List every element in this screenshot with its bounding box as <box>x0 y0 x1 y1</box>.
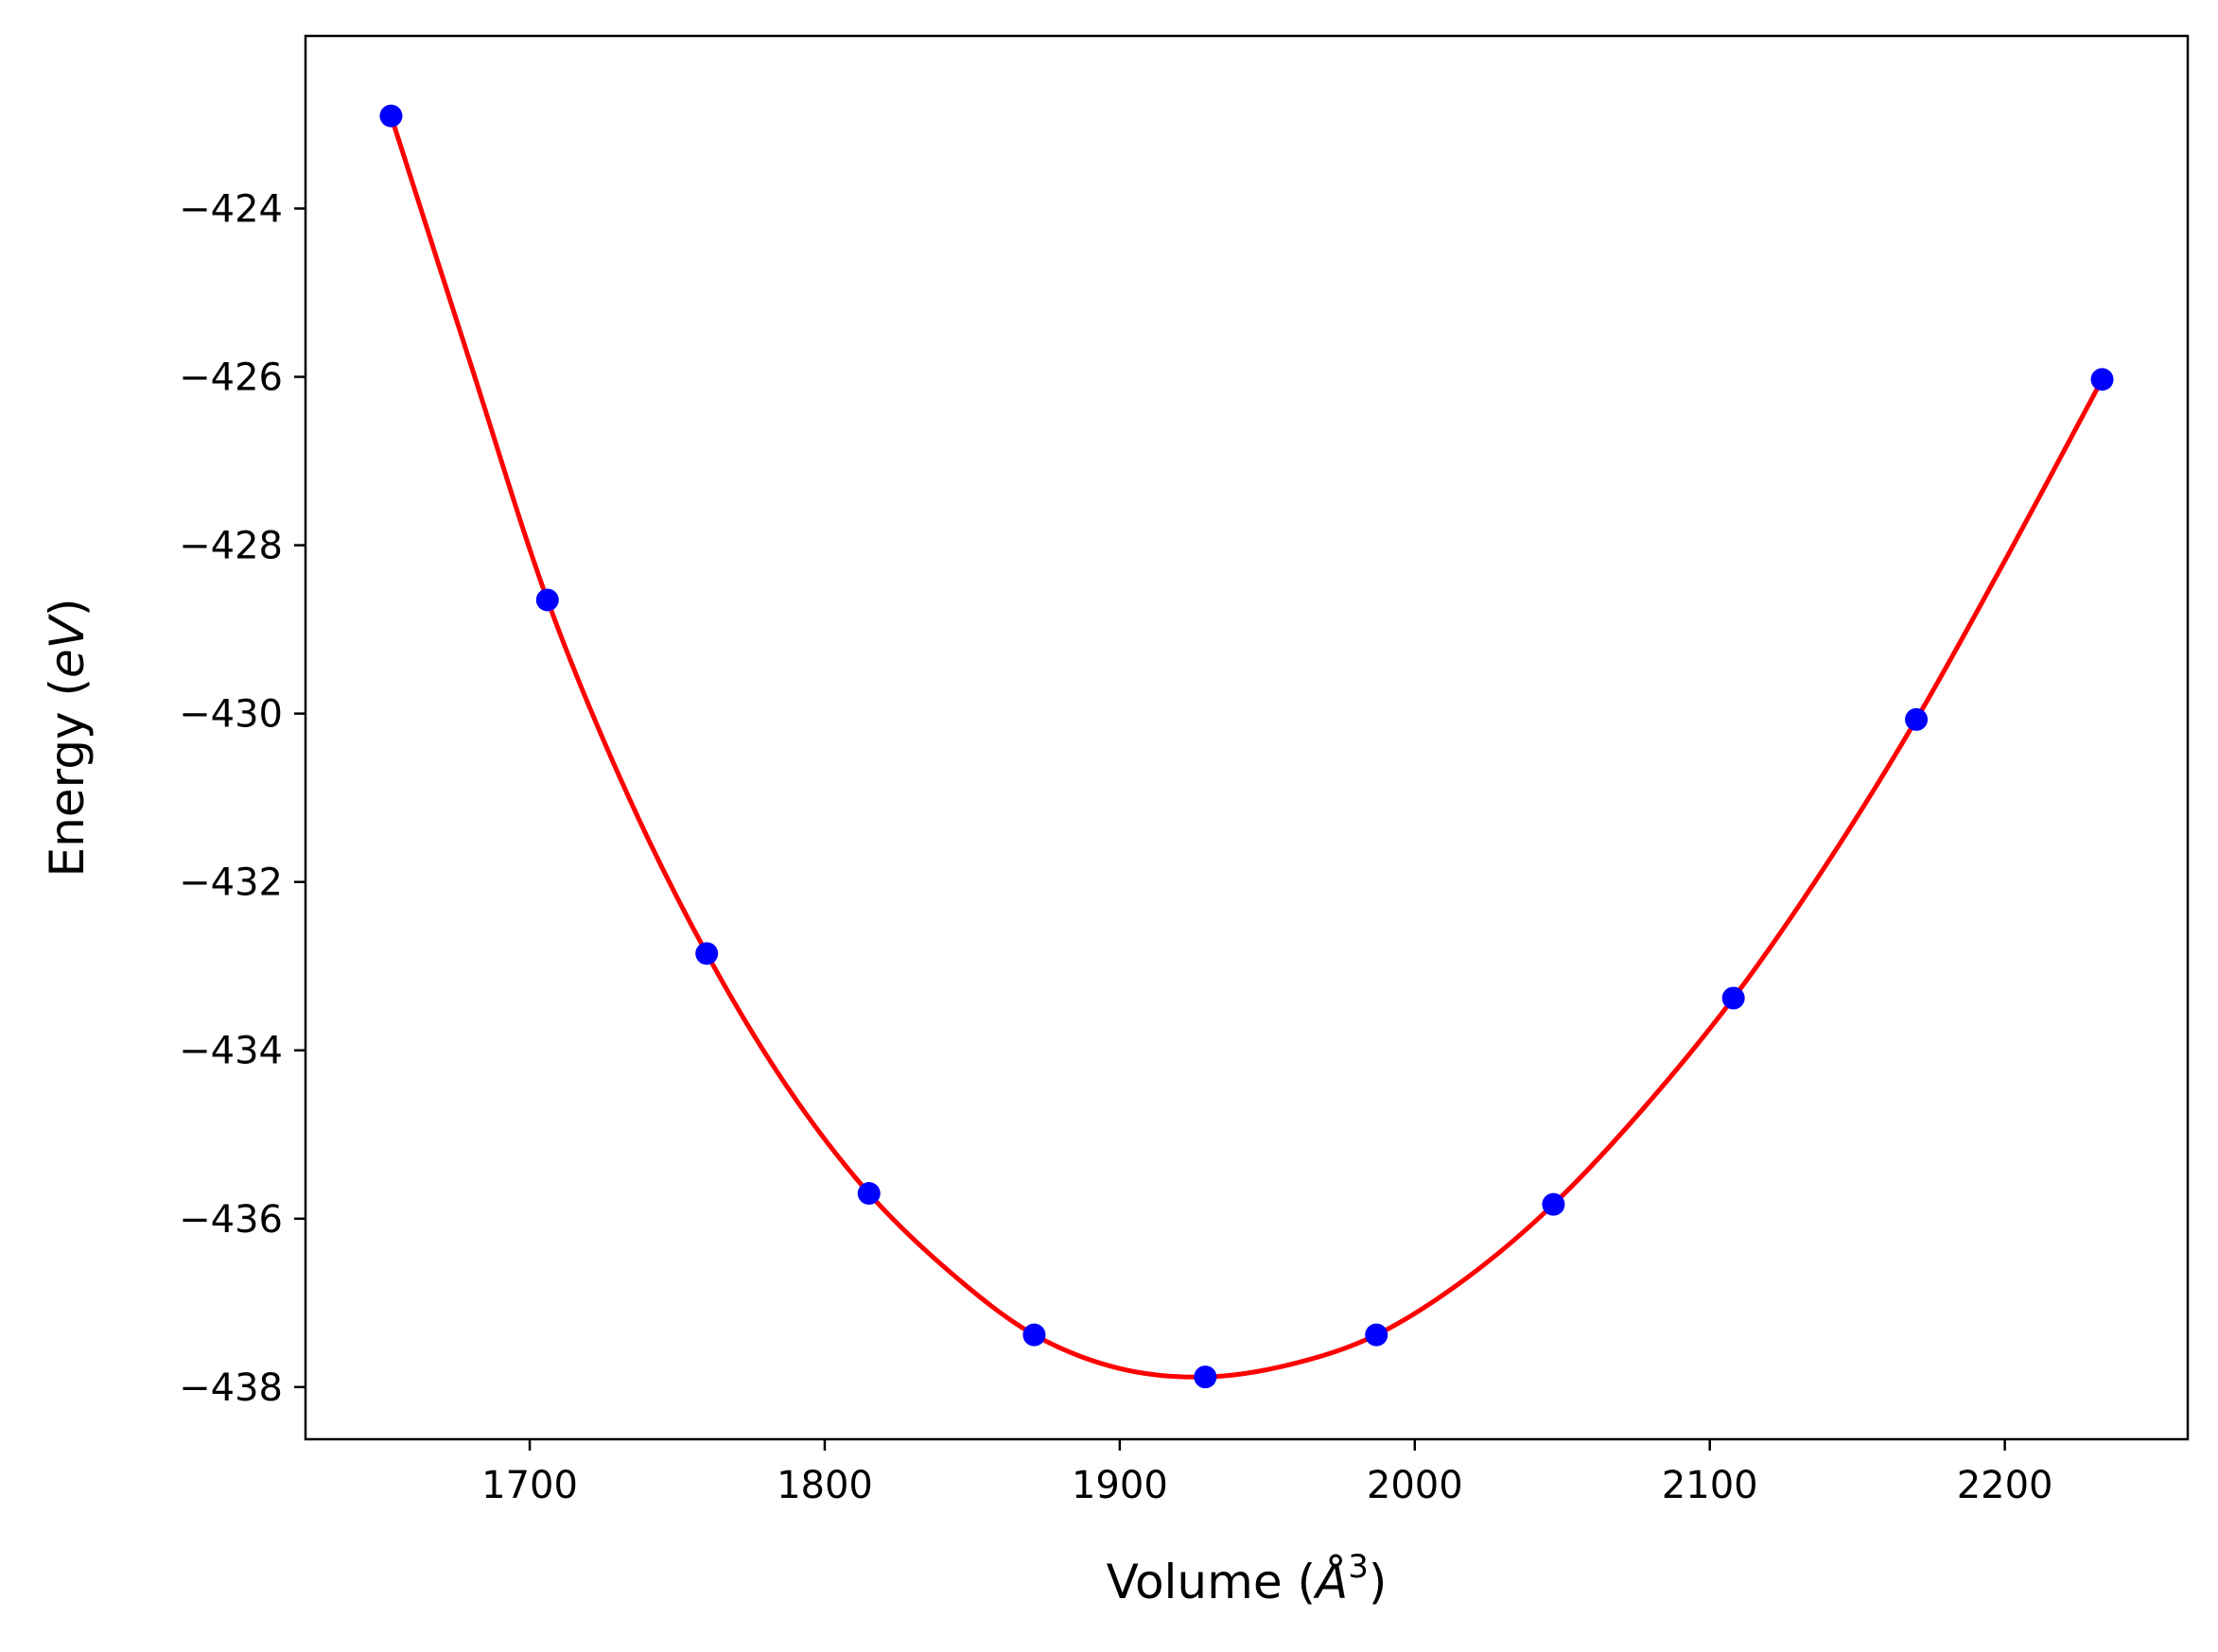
x-tick-label: 1700 <box>481 1464 578 1507</box>
fit-curve <box>389 114 2104 1380</box>
data-point <box>857 1182 881 1206</box>
x-tick-label: 2000 <box>1367 1464 1463 1507</box>
y-tick-label: −432 <box>179 861 283 905</box>
data-point <box>379 104 403 128</box>
y-tick-label: −428 <box>179 525 283 568</box>
y-tick-label: −424 <box>179 187 283 231</box>
x-tick-label: 2200 <box>1957 1464 2053 1507</box>
y-axis-label: Energy (eV) <box>40 599 95 878</box>
axis-ticks: 1700 1800 1900 2000 2100 2200 −424 −426 −428 −430… <box>179 187 2052 1507</box>
data-point <box>695 942 719 965</box>
x-tick-label: 2100 <box>1662 1464 1758 1507</box>
data-point <box>1365 1323 1388 1347</box>
y-tick-label: −426 <box>179 356 283 400</box>
data-point <box>1542 1192 1565 1216</box>
data-point <box>1905 707 1929 731</box>
data-point <box>1022 1323 1046 1347</box>
y-tick-label: −436 <box>179 1198 283 1242</box>
data-point <box>2090 368 2114 391</box>
data-point <box>1721 986 1745 1010</box>
axes-frame <box>304 34 2190 1441</box>
y-tick-label: −438 <box>179 1366 283 1410</box>
data-point <box>1194 1365 1217 1389</box>
y-tick-label: −430 <box>179 693 283 737</box>
plot-area <box>379 104 2114 1389</box>
x-tick-label: 1800 <box>777 1464 873 1507</box>
y-tick-label: −434 <box>179 1030 283 1073</box>
x-axis-label: Volume (Å3) <box>1107 1548 1388 1609</box>
data-point <box>535 588 559 612</box>
x-tick-label: 1900 <box>1072 1464 1168 1507</box>
